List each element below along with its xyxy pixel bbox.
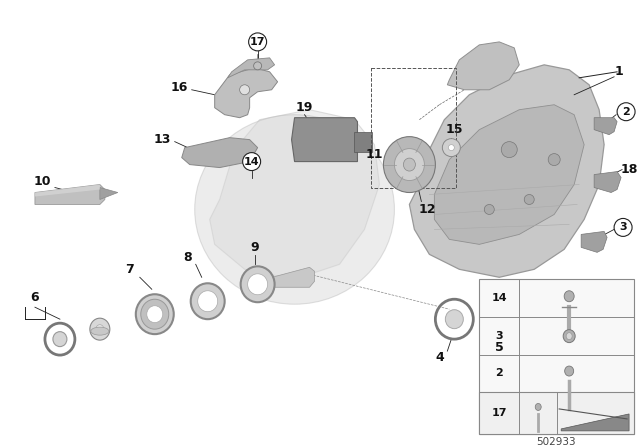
Polygon shape <box>264 267 314 287</box>
Circle shape <box>617 103 635 121</box>
Ellipse shape <box>394 149 424 181</box>
Text: 10: 10 <box>33 175 51 188</box>
Polygon shape <box>410 65 604 277</box>
Ellipse shape <box>497 300 511 314</box>
Polygon shape <box>214 68 278 118</box>
Text: 1: 1 <box>614 65 623 78</box>
Bar <box>479 392 634 434</box>
Circle shape <box>239 85 250 95</box>
Ellipse shape <box>445 310 463 329</box>
Text: 17: 17 <box>492 408 507 418</box>
Ellipse shape <box>195 115 394 304</box>
Text: 3: 3 <box>495 331 503 341</box>
Ellipse shape <box>191 283 225 319</box>
Circle shape <box>243 153 260 171</box>
Circle shape <box>548 154 560 166</box>
Text: 19: 19 <box>296 101 313 114</box>
Ellipse shape <box>563 330 575 343</box>
Text: 17: 17 <box>250 37 266 47</box>
Polygon shape <box>210 110 380 279</box>
Ellipse shape <box>383 137 435 193</box>
Circle shape <box>501 142 517 158</box>
Text: 8: 8 <box>184 251 192 264</box>
Text: 15: 15 <box>445 123 463 136</box>
Polygon shape <box>435 105 584 244</box>
Text: 9: 9 <box>250 241 259 254</box>
Text: 5: 5 <box>495 340 504 353</box>
Circle shape <box>524 194 534 204</box>
Text: 2: 2 <box>495 368 503 378</box>
Text: 6: 6 <box>31 291 39 304</box>
Ellipse shape <box>53 332 67 347</box>
Polygon shape <box>292 118 358 162</box>
Ellipse shape <box>403 158 415 171</box>
Polygon shape <box>594 172 621 193</box>
Text: 502933: 502933 <box>536 437 576 447</box>
Polygon shape <box>594 118 617 135</box>
Ellipse shape <box>564 366 573 376</box>
Ellipse shape <box>91 327 109 335</box>
Text: 14: 14 <box>492 293 507 303</box>
Ellipse shape <box>198 291 218 312</box>
Circle shape <box>248 33 267 51</box>
Ellipse shape <box>566 333 572 340</box>
Ellipse shape <box>136 294 173 334</box>
Text: 7: 7 <box>125 263 134 276</box>
Ellipse shape <box>449 145 454 151</box>
Bar <box>371 68 456 188</box>
Text: 11: 11 <box>365 148 383 161</box>
Text: 13: 13 <box>153 133 170 146</box>
Circle shape <box>484 204 494 215</box>
Ellipse shape <box>564 291 574 302</box>
Circle shape <box>614 219 632 237</box>
Polygon shape <box>182 138 258 168</box>
Ellipse shape <box>96 325 104 334</box>
Polygon shape <box>35 185 100 197</box>
Polygon shape <box>561 414 629 431</box>
Ellipse shape <box>147 306 163 323</box>
Ellipse shape <box>241 266 275 302</box>
Bar <box>355 132 372 151</box>
Ellipse shape <box>90 318 110 340</box>
Bar <box>479 279 634 434</box>
Text: 2: 2 <box>622 107 630 117</box>
Text: 18: 18 <box>620 163 638 176</box>
Ellipse shape <box>141 299 169 329</box>
Ellipse shape <box>248 274 268 295</box>
Polygon shape <box>447 42 519 90</box>
Circle shape <box>253 62 262 70</box>
Text: 3: 3 <box>620 222 627 233</box>
Ellipse shape <box>535 404 541 410</box>
Text: 12: 12 <box>419 203 436 216</box>
Polygon shape <box>228 58 275 78</box>
Polygon shape <box>35 185 105 204</box>
Polygon shape <box>581 232 607 252</box>
Text: 4: 4 <box>435 351 444 364</box>
Text: 14: 14 <box>244 157 259 167</box>
Ellipse shape <box>442 138 460 157</box>
Polygon shape <box>100 188 118 199</box>
Ellipse shape <box>490 292 518 322</box>
Text: 16: 16 <box>171 81 188 94</box>
